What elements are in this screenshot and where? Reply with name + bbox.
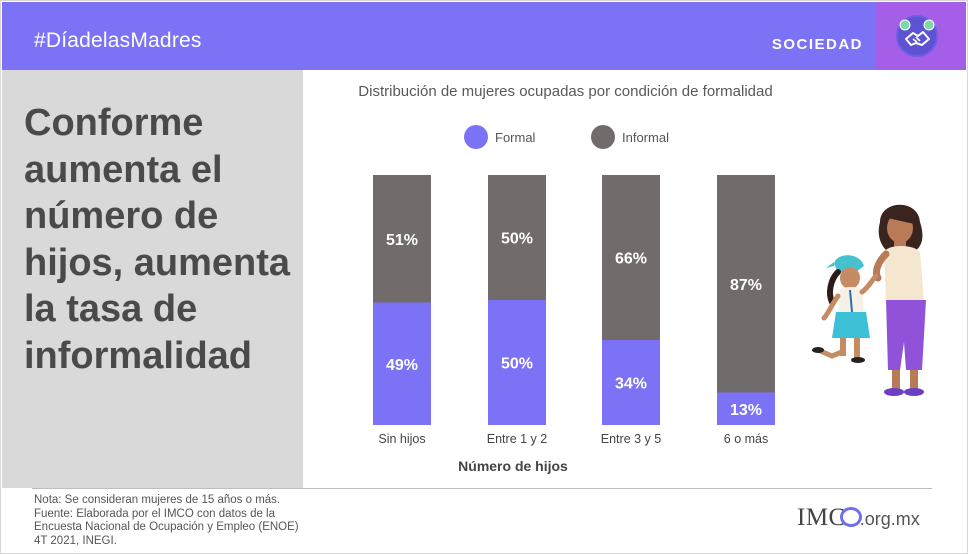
data-label-formal-3: 13%	[730, 402, 762, 419]
bar-formal-1	[488, 300, 546, 425]
stacked-bar-chart: 49% 51% Sin hijos 50% 50% Entre 1 y 2 34% 66% En…	[373, 175, 775, 446]
bar-informal-3	[717, 175, 775, 393]
data-label-informal-0: 51%	[386, 232, 418, 249]
bar-informal-2	[602, 175, 660, 340]
data-label-formal-0: 49%	[386, 357, 418, 374]
bar-formal-3	[717, 392, 775, 425]
legend-swatch-formal	[464, 125, 488, 149]
data-label-informal-3: 87%	[730, 277, 762, 294]
logo-main-text: IMC	[797, 504, 846, 531]
legend-item-informal: Informal	[591, 125, 669, 149]
headline-panel: Conforme aumenta el número de hijos, aum…	[2, 70, 303, 488]
data-label-informal-2: 66%	[615, 251, 647, 268]
mother-and-daughter-illustration	[812, 204, 926, 396]
chart-title: Distribución de mujeres ocupadas por con…	[303, 83, 966, 100]
headline-text: Conforme aumenta el número de hijos, aum…	[24, 102, 291, 377]
bar-informal-0	[373, 175, 431, 303]
section-label: SOCIEDAD	[771, 36, 863, 53]
section-badge	[876, 2, 966, 70]
handshake-icon	[896, 15, 938, 57]
data-label-informal-1: 50%	[501, 231, 533, 248]
x-tick-label-3: 6 o más	[724, 432, 768, 446]
legend-swatch-informal	[591, 125, 615, 149]
legend-label-formal: Formal	[495, 129, 536, 145]
logo-suffix-text: .org.mx	[859, 509, 920, 529]
footer-divider	[32, 488, 932, 489]
legend-item-formal: Formal	[464, 125, 535, 149]
logo-ring-icon	[839, 507, 862, 527]
hashtag-label: #DíadelasMadres	[34, 29, 202, 52]
data-label-formal-2: 34%	[615, 376, 647, 393]
x-tick-label-2: Entre 3 y 5	[601, 432, 661, 446]
x-tick-label-1: Entre 1 y 2	[487, 432, 547, 446]
source-note: Nota: Se consideran mujeres de 15 años o…	[34, 494, 299, 547]
legend-label-informal: Informal	[622, 129, 669, 145]
x-tick-label-0: Sin hijos	[378, 432, 425, 446]
header-bar: #DíadelasMadres SOCIEDAD	[2, 2, 966, 70]
bar-formal-2	[602, 340, 660, 425]
chart-title-text: Distribución de mujeres ocupadas por con…	[358, 83, 773, 100]
bar-formal-0	[373, 302, 431, 425]
bar-informal-1	[488, 175, 546, 300]
x-axis-title: Número de hijos	[458, 458, 568, 474]
imco-logo: IMC .org.mx	[797, 504, 920, 532]
data-label-formal-1: 50%	[501, 356, 533, 373]
